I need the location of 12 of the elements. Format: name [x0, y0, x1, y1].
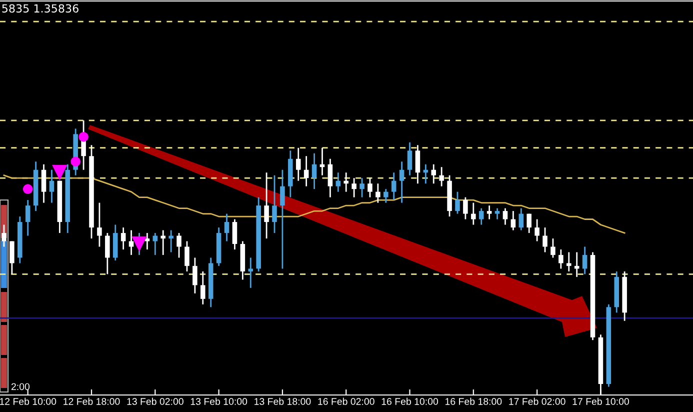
x-tick-label: 13 Feb 02:00: [127, 398, 184, 405]
x-tick-label: 13 Feb 10:00: [190, 398, 248, 405]
x-tick-label: 16 Feb 18:00: [446, 398, 502, 405]
x-tick-label: 13 Feb 18:00: [254, 398, 311, 405]
x-tick-label: 17 Feb 10:00: [572, 398, 629, 405]
annotation: 2:00: [11, 383, 30, 390]
x-tick-label: 12 Feb 10:00: [0, 398, 56, 405]
x-tick-label: 12 Feb 18:00: [64, 398, 120, 405]
x-tick-label: 17 Feb 02:00: [509, 398, 566, 405]
x-tick-label: 16 Feb 10:00: [382, 398, 438, 405]
x-tick-label: 16 Feb 02:00: [318, 398, 374, 405]
text: 5835 1.35836: [2, 4, 78, 13]
